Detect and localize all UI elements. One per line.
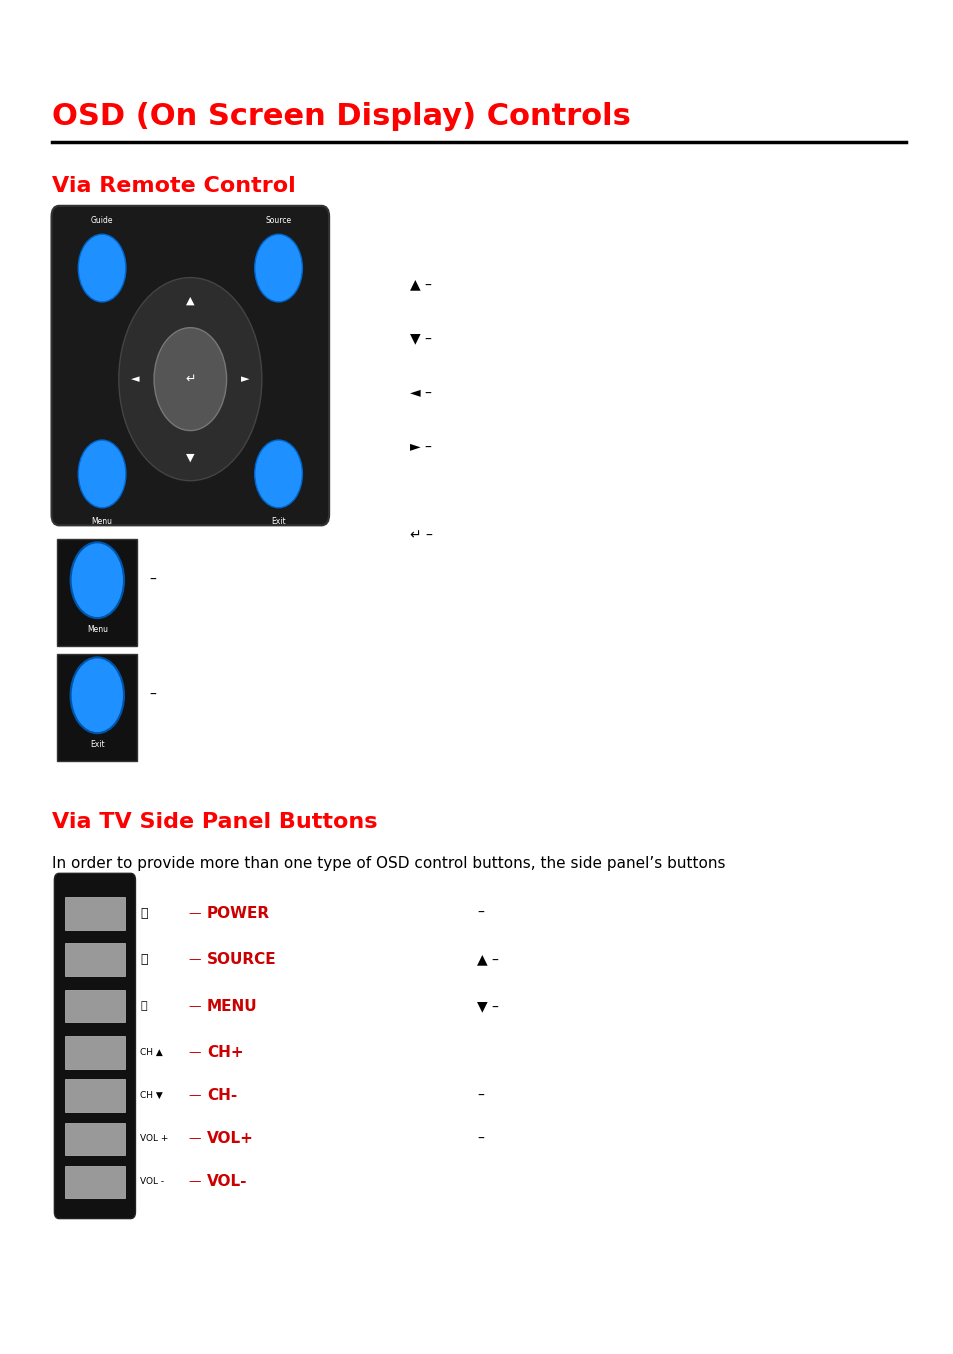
Text: ►: ► [241,374,250,385]
Text: VOL-: VOL- [207,1174,247,1189]
Circle shape [254,440,302,508]
Text: Guide: Guide [91,215,113,225]
Text: Via Remote Control: Via Remote Control [52,176,296,196]
Text: Exit: Exit [271,517,286,527]
Text: ▲: ▲ [186,295,194,306]
Circle shape [118,278,261,481]
Text: ↵: ↵ [185,372,195,386]
Text: VOL+: VOL+ [207,1132,253,1147]
Circle shape [153,328,227,431]
Text: –: – [150,688,156,703]
FancyBboxPatch shape [57,654,137,761]
Text: —: — [188,1089,200,1102]
Text: ▼ –: ▼ – [410,332,432,345]
Text: MENU: MENU [207,999,257,1014]
Text: —: — [188,1132,200,1145]
Circle shape [254,234,302,302]
Text: OSD (On Screen Display) Controls: OSD (On Screen Display) Controls [52,102,631,130]
Text: ↵ –: ↵ – [410,528,433,542]
Bar [65,896,125,929]
Text: Menu: Menu [91,517,112,527]
Text: Ⓢ: Ⓢ [140,953,148,967]
Circle shape [78,234,126,302]
Text: –: – [476,906,483,921]
Circle shape [71,542,124,617]
Text: Source: Source [265,215,292,225]
FancyBboxPatch shape [51,206,329,525]
Text: –: – [476,1132,483,1145]
FancyBboxPatch shape [54,873,135,1219]
Text: CH ▼: CH ▼ [140,1091,163,1101]
Text: ▼ –: ▼ – [476,999,498,1013]
Text: —: — [188,953,200,967]
Text: ► –: ► – [410,440,432,454]
Text: ◄: ◄ [131,374,139,385]
Text: Exit: Exit [90,739,105,749]
Bar [65,1166,125,1198]
Text: POWER: POWER [207,906,270,921]
Bar [65,1036,125,1068]
Text: —: — [188,1175,200,1189]
Text: –: – [150,573,156,588]
Text: —: — [188,1047,200,1059]
Text: SOURCE: SOURCE [207,952,276,967]
Text: VOL +: VOL + [140,1135,169,1143]
Text: —: — [188,907,200,919]
Text: ▼: ▼ [186,452,194,463]
Text: CH-: CH- [207,1089,237,1104]
Bar [65,990,125,1022]
Text: CH ▲: CH ▲ [140,1048,163,1057]
Text: ◄ –: ◄ – [410,386,432,399]
Text: ⏻: ⏻ [140,907,148,919]
FancyBboxPatch shape [57,539,137,646]
Text: ▲ –: ▲ – [410,278,432,291]
Text: VOL -: VOL - [140,1178,164,1186]
Text: In order to provide more than one type of OSD control buttons, the side panel’s : In order to provide more than one type o… [52,856,725,871]
Text: CH+: CH+ [207,1045,243,1060]
Text: —: — [188,999,200,1013]
Text: Via TV Side Panel Buttons: Via TV Side Panel Buttons [52,812,377,833]
Bar [65,1122,125,1155]
Circle shape [78,440,126,508]
Text: ▲ –: ▲ – [476,953,498,967]
Text: Menu: Menu [87,624,108,634]
Text: –: – [476,1089,483,1102]
Circle shape [71,657,124,734]
Bar [65,944,125,976]
Text: 📖: 📖 [140,1001,147,1011]
Bar [65,1079,125,1112]
